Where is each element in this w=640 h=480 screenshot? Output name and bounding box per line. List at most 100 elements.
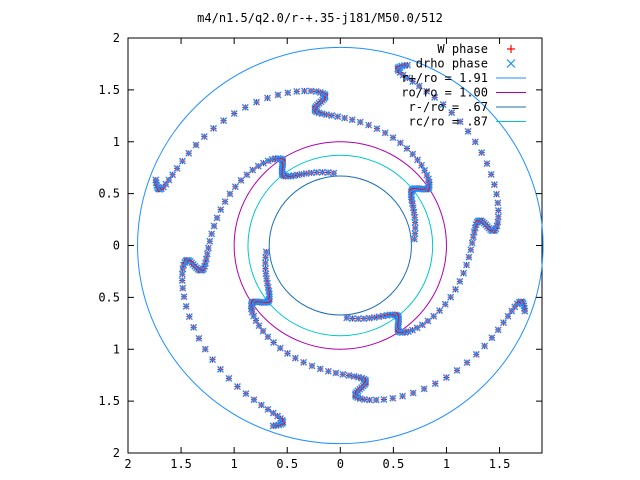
- drho-phase-point: [264, 405, 272, 413]
- drho-phase-point: [468, 239, 476, 247]
- drho-phase-point: [456, 277, 464, 285]
- legend-label: W phase: [437, 42, 488, 56]
- drho-phase-point: [259, 327, 267, 335]
- circle-0: [137, 46, 544, 445]
- x-axis-ticks: 2 1.5 1 0.5 0 0.5 1 1.5: [124, 38, 510, 471]
- drho-phase-point: [225, 374, 233, 382]
- drho-phase-point: [208, 230, 216, 238]
- drho-phase-point: [293, 88, 301, 96]
- drho-phase-point: [255, 322, 263, 330]
- drho-phase-point: [356, 118, 364, 126]
- drho-phase-point: [328, 112, 336, 119]
- drho-phase-point: [372, 396, 380, 404]
- drho-phase-point: [264, 333, 272, 341]
- drho-phase-point: [423, 87, 431, 95]
- drho-phase-point: [431, 93, 439, 101]
- drho-phase-point: [180, 293, 188, 301]
- drho-phase-point: [300, 87, 308, 95]
- drho-phase-point: [249, 166, 257, 174]
- legend-label: ro/ro = 1.00: [401, 86, 488, 100]
- x-tick-label: 1: [443, 457, 450, 471]
- drho-phase-point: [467, 246, 475, 254]
- drho-phase-point: [343, 314, 351, 322]
- drho-phase-point: [262, 248, 270, 256]
- drho-phase-point: [263, 94, 271, 102]
- drho-phase-point: [178, 157, 186, 165]
- drho-phase-point: [472, 350, 480, 358]
- drho-phase-point: [316, 365, 324, 373]
- drho-phase-point: [209, 356, 217, 364]
- drho-phase-point: [213, 214, 221, 222]
- drho-phase-point: [447, 293, 455, 301]
- drho-phase-point: [504, 312, 512, 320]
- drho-phase-point: [252, 98, 260, 106]
- drho-phase-point: [421, 166, 429, 174]
- drho-phase-point: [411, 230, 419, 238]
- drho-phase-point: [210, 222, 218, 230]
- drho-phase-point: [185, 313, 193, 321]
- drho-phase-point: [334, 113, 342, 121]
- x-tick-label: 1.5: [489, 457, 511, 471]
- drho-phase-point: [488, 334, 496, 342]
- circle-2: [268, 175, 412, 316]
- drho-phase-point: [399, 392, 407, 400]
- drho-phase-point: [396, 139, 404, 147]
- drho-phase-point: [254, 162, 262, 170]
- drho-phase-point: [332, 369, 340, 377]
- drho-phase-point: [460, 269, 468, 277]
- drho-phase-point: [418, 161, 426, 169]
- drho-phase-point: [169, 171, 177, 179]
- drho-phase-point: [431, 380, 439, 388]
- drho-phase-point: [231, 183, 239, 191]
- reference-circles: [137, 46, 544, 445]
- y-axis-ticks: 2 1.5 1 0.5 0 0.5 1 1.5 2: [98, 31, 542, 460]
- drho-phase-point: [274, 91, 282, 99]
- drho-phase-point: [185, 149, 193, 157]
- drho-phase-point: [481, 342, 489, 350]
- drho-phase-point: [464, 127, 472, 135]
- drho-phase-point: [210, 124, 218, 132]
- drho-phase-point: [339, 370, 347, 378]
- y-tick-label: 1: [113, 342, 120, 356]
- drho-phase-point: [276, 344, 284, 352]
- y-tick-label: 2: [113, 31, 120, 45]
- drho-phase-point: [436, 307, 444, 315]
- y-tick-label: 1: [113, 135, 120, 149]
- drho-phase-point: [469, 233, 477, 241]
- drho-phase-point: [330, 169, 338, 177]
- drho-phase-point: [308, 362, 316, 370]
- drho-phase-point: [410, 235, 418, 243]
- drho-phase-point: [259, 159, 267, 167]
- data-points: [152, 61, 529, 430]
- drho-phase-point: [291, 354, 299, 362]
- y-tick-label: 1.5: [98, 83, 120, 97]
- x-tick-label: 0.5: [276, 457, 298, 471]
- drho-phase-point: [380, 395, 388, 403]
- drho-phase-point: [250, 396, 258, 404]
- drho-phase-point: [430, 312, 438, 320]
- drho-phase-point: [152, 176, 160, 184]
- drho-phase-point: [409, 78, 417, 86]
- drho-phase-point: [270, 339, 278, 347]
- drho-phase-point: [341, 114, 349, 122]
- drho-phase-point: [221, 198, 229, 206]
- drho-phase-point: [463, 359, 471, 367]
- drho-phase-point: [300, 358, 308, 366]
- drho-phase-point: [190, 323, 198, 331]
- drho-phase-point: [494, 199, 502, 207]
- legend-label: r+/ro = 1.91: [401, 71, 488, 85]
- drho-phase-point: [448, 109, 456, 117]
- legend-marker-sample: [506, 59, 516, 68]
- drho-phase-point: [324, 367, 332, 375]
- drho-phase-point: [203, 250, 211, 258]
- x-tick-label: 0.5: [383, 457, 405, 471]
- drho-phase-point: [365, 121, 373, 129]
- drho-phase-point: [252, 317, 260, 325]
- drho-phase-point: [241, 103, 249, 111]
- drho-phase-point: [178, 277, 186, 285]
- drho-phase-point: [366, 396, 374, 404]
- drho-phase-point: [442, 373, 450, 381]
- drho-phase-point: [508, 307, 516, 315]
- drho-phase-point: [201, 345, 209, 353]
